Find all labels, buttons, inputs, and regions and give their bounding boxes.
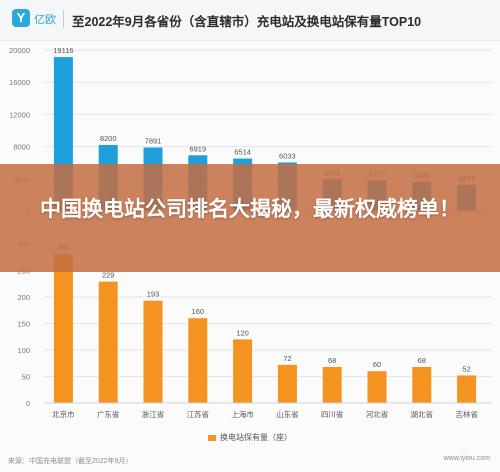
charging-ytick-label: 8000 <box>13 143 30 152</box>
charging-data-label: 7891 <box>145 136 162 145</box>
swap-xtick-label: 江苏省 <box>187 409 210 419</box>
legend-swatch-swap <box>208 434 216 441</box>
swap-data-label: 68 <box>328 356 336 365</box>
charging-ytick-label: 20000 <box>9 46 30 55</box>
swap-bar <box>277 364 297 403</box>
legend-label-swap: 换电站保有量（座） <box>220 433 292 442</box>
headline-text: 中国换电站公司排名大揭秘，最新权威榜单！ <box>40 197 460 221</box>
swap-bar <box>188 318 208 403</box>
swap-xtick-label: 四川省 <box>321 409 344 419</box>
swap-data-label: 52 <box>462 364 470 373</box>
swap-bar <box>457 375 477 403</box>
swap-ytick-label: 150 <box>17 320 30 329</box>
swap-bar <box>412 366 432 403</box>
swap-data-label: 120 <box>236 328 249 337</box>
swap-bar <box>367 371 387 403</box>
charging-data-label: 8200 <box>100 134 117 143</box>
swap-xtick-label: 上海市 <box>231 409 254 419</box>
swap-xtick-label: 山东省 <box>276 409 299 419</box>
charging-data-label: 6033 <box>279 151 296 160</box>
logo-text: 亿欧 <box>34 14 56 26</box>
swap-ytick-label: 100 <box>17 346 30 355</box>
swap-xtick-label: 广东省 <box>97 409 120 419</box>
swap-data-label: 68 <box>418 356 426 365</box>
swap-data-label: 72 <box>283 354 291 363</box>
headline-banner <box>0 164 500 272</box>
header-divider <box>63 10 64 28</box>
watermark: www.iyiou.com <box>443 455 490 462</box>
charging-data-label: 6919 <box>189 144 206 153</box>
legend-swap: 换电站保有量（座） <box>208 432 292 443</box>
swap-bar <box>322 366 342 403</box>
swap-xtick-label: 北京市 <box>52 409 75 419</box>
swap-xtick-label: 吉林省 <box>455 409 478 419</box>
charging-data-label: 6514 <box>234 148 251 157</box>
swap-ytick-label: 50 <box>22 373 30 382</box>
swap-data-label: 60 <box>373 360 381 369</box>
swap-bar <box>233 339 253 403</box>
chart-title: 至2022年9月各省份（含直辖市）充电站及换电站保有量TOP10 <box>72 15 422 29</box>
charging-data-label: 19116 <box>53 46 73 55</box>
charging-ytick-label: 12000 <box>9 110 30 119</box>
swap-bar <box>53 254 73 403</box>
swap-data-label: 160 <box>192 307 205 316</box>
swap-xtick-label: 浙江省 <box>142 409 165 419</box>
yiou-logo-icon: Y <box>12 9 30 27</box>
swap-ytick-label: 200 <box>17 293 30 302</box>
swap-xtick-label: 湖北省 <box>411 409 434 419</box>
swap-data-label: 193 <box>147 290 160 299</box>
chart-header: Y 亿欧 至2022年9月各省份（含直辖市）充电站及换电站保有量TOP10 <box>0 0 500 41</box>
charging-ytick-label: 16000 <box>9 78 30 87</box>
source-note: 来源：中国充电联盟（截至2022年9月） <box>8 458 133 465</box>
swap-data-label: 229 <box>102 271 115 280</box>
swap-bar <box>98 281 118 403</box>
swap-xtick-label: 河北省 <box>366 409 389 419</box>
swap-ytick-label: 0 <box>26 399 30 408</box>
swap-bar <box>143 300 163 403</box>
